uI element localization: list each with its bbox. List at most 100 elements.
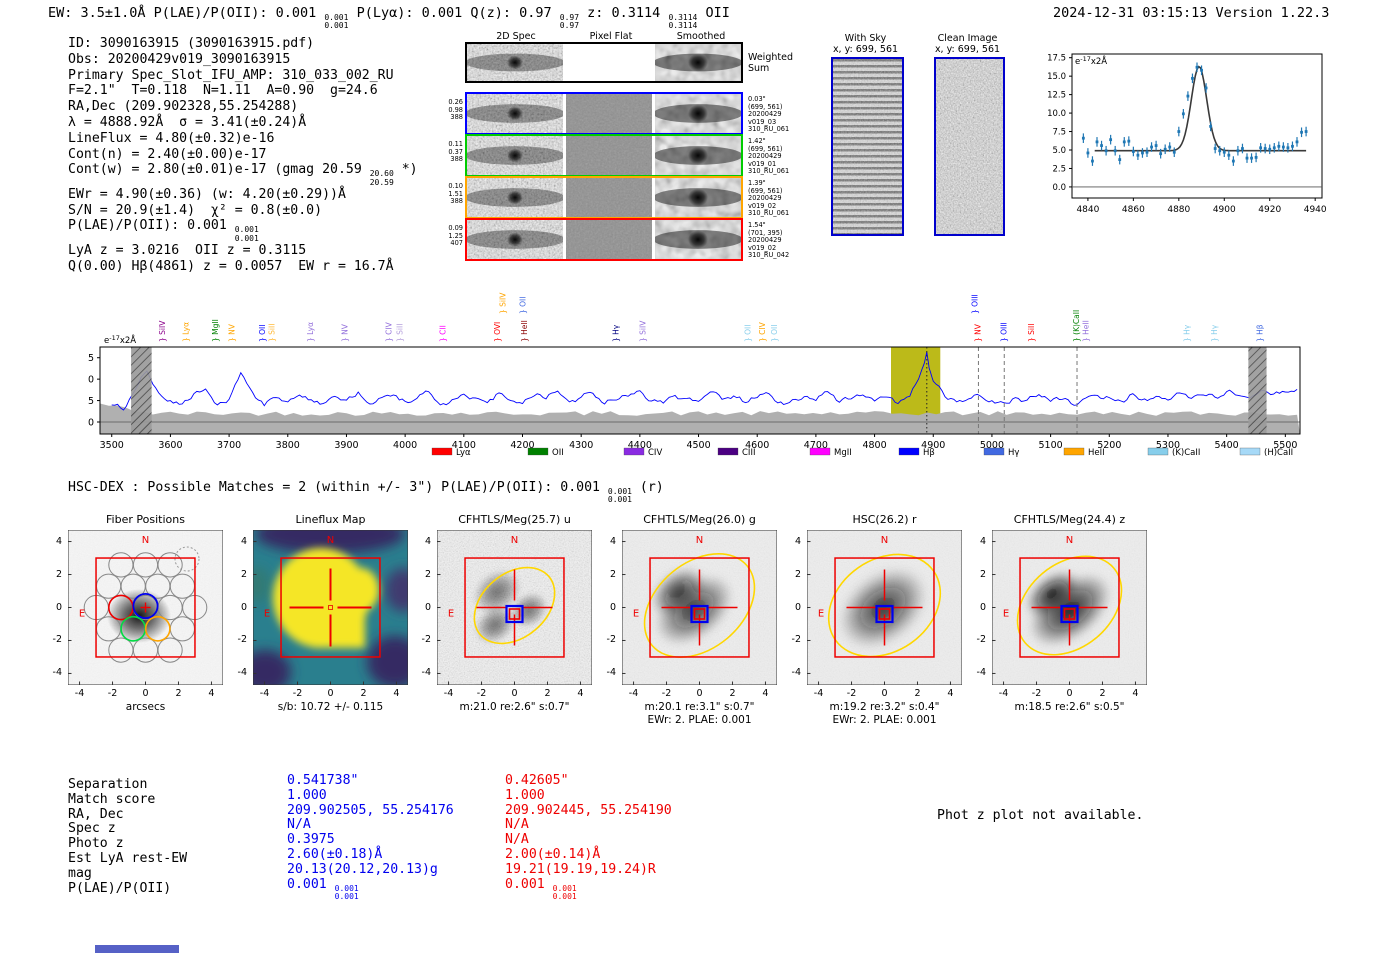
text-segment: 19.21(19.19,19.24)R [505,861,656,877]
stacked-uncertainty: 0.97 0.97 [559,13,580,31]
cutout-title: Fiber Positions [106,513,185,526]
cutout-title: CFHTLS/Meg(26.0) g [643,513,756,526]
cutout-x-tick: -4 [259,688,270,699]
spec2d-row-weights: 0.11 0.37 388 [448,140,463,164]
text-segment: P(LAE)/P(OII): 0.001 [68,218,235,234]
pixel-flat-image [566,136,652,175]
cutout-x-tick: -2 [846,688,857,699]
emission-line-label: } OIII [971,294,980,314]
legend-swatch [527,447,549,456]
match-row-label: Est LyA rest-EW [68,851,188,866]
full-spectrum-svg: 0 5 10 15 3500 3600 3700 3800 3900 4000 4100 4200 43… [88,292,1301,458]
legend-swatch [898,447,920,456]
cutout-y-tick: 0 [794,601,801,613]
timestamp-version: 2024-12-31 03:15:13 Version 1.22.3 [1053,5,1330,21]
compass-north-label: N [696,535,703,546]
svg-text:3600: 3600 [158,440,182,451]
svg-text:2.5: 2.5 [1052,164,1066,174]
spec2d-row [465,42,743,83]
crosshair [1031,569,1108,646]
svg-text:4500: 4500 [686,440,710,451]
emission-line-label: } (K)CaII [1072,310,1081,342]
emission-line-label: } NV [340,323,349,342]
sky-panel-header: Clean Image x, y: 699, 561 [934,33,1001,55]
pixel-flat-image [566,94,652,133]
cutout-x-tick: 4 [947,688,954,699]
text-segment: F=2.1" T=0.118 N=1.11 A=0.90 g=24.6 [68,83,378,99]
stacked-uncertainty: 0.001 0.001 [607,487,632,505]
cutout-x-tick: 4 [393,688,400,699]
page-bottom-fragment [95,945,179,953]
detection-position-box [1063,608,1076,620]
cutout-y-tick: -4 [606,667,616,679]
cutout-caption2: EWr: 2. PLAE: 0.001 [832,714,937,726]
info-line: Cont(n) = 2.40(±0.00)e-17 [68,147,418,163]
text-segment: OII [697,5,730,21]
svg-text:5.0: 5.0 [1052,146,1066,156]
emission-line-label: } HeII [520,320,529,342]
spec2d-row-label: Weighted Sum [748,52,793,74]
svg-text:3900: 3900 [334,440,358,451]
svg-text:4800: 4800 [862,440,886,451]
legend-label: OII [552,448,564,458]
info-line: Q(0.00) Hβ(4861) z = 0.0057 EW r = 16.7Å [68,259,418,275]
legend-label: HeII [1088,448,1105,458]
cutout-title: HSC(26.2) r [852,513,917,526]
svg-text:4900: 4900 [1213,205,1236,215]
svg-text:5: 5 [88,396,94,407]
text-segment: RA,Dec (209.902328,55.254288) [68,99,299,115]
spec2d-row [465,92,743,135]
svg-text:5000: 5000 [980,440,1004,451]
svg-text:4940: 4940 [1304,205,1327,215]
fiber-highlight-blue [132,593,159,620]
text-segment: 0.541738" [287,773,359,788]
info-line: LineFlux = 4.80(±0.32)e-16 [68,131,418,147]
compass-north-label: N [327,535,334,546]
svg-text:e-17x2Å: e-17x2Å [1075,55,1107,67]
cutout-y-tick: 4 [55,535,62,547]
masked-band [1248,347,1267,434]
cutout-y-tick: -4 [52,667,62,679]
legend-label: CIV [648,448,662,458]
pixel-flat-image [566,220,652,259]
smoothed-image [655,136,741,175]
text-segment: (r) [631,480,664,495]
cutout-x-tick: 0 [327,688,334,699]
spec2d-column-header: Pixel Flat [589,31,633,42]
match-value-candidate2: N/A [505,817,529,832]
cutout-y-tick: -2 [237,634,247,646]
text-segment: Obs: 20200429v019_3090163915 [68,51,291,67]
cutout-x-tick: 0 [696,688,703,699]
catalog-position-box [505,604,524,624]
svg-text:17.5: 17.5 [1047,54,1066,64]
cutout-x-tick: 2 [729,688,736,699]
spec2d-row-label: 1.39" (699, 561) 20200429 v019_02 310_RU_061 [748,179,790,218]
aperture-ellipse [643,552,756,659]
text-segment: 0.42605" [505,773,569,788]
match-value-candidate1: N/A [287,817,311,832]
cutout-y-tick: 4 [794,535,801,547]
spec2d-column-header: Smoothed [676,31,726,42]
spec2d-column-header: 2D Spec [496,31,536,42]
emission-line-label: } OII [519,297,528,314]
svg-text:15.0: 15.0 [1047,72,1066,82]
text-segment: P(Lyα): 0.001 Q(z): 0.97 [348,5,560,21]
catalog-position-box [1060,604,1079,624]
cutout-x-tick: -2 [661,688,672,699]
text-segment: EWr = 4.90(±0.36) (w: 4.20(±0.29))Å [68,186,346,202]
compass-east-label: E [818,609,824,620]
cutout-y-tick: 4 [424,535,431,547]
extraction-box [649,557,750,658]
cutout-x-tick: -4 [443,688,454,699]
emission-line-label: } Hβ [1256,324,1265,342]
emission-line-label: } OII [743,325,752,342]
compass-north-label: N [511,535,518,546]
cutout-x-tick: 4 [208,688,215,699]
match-row-label: P(LAE)/P(OII) [68,880,172,896]
cutout-y-tick: -4 [421,667,431,679]
info-line: ID: 3090163915 (3090163915.pdf) [68,36,418,52]
crosshair [289,568,372,647]
cutout-y-tick: 2 [240,568,247,580]
